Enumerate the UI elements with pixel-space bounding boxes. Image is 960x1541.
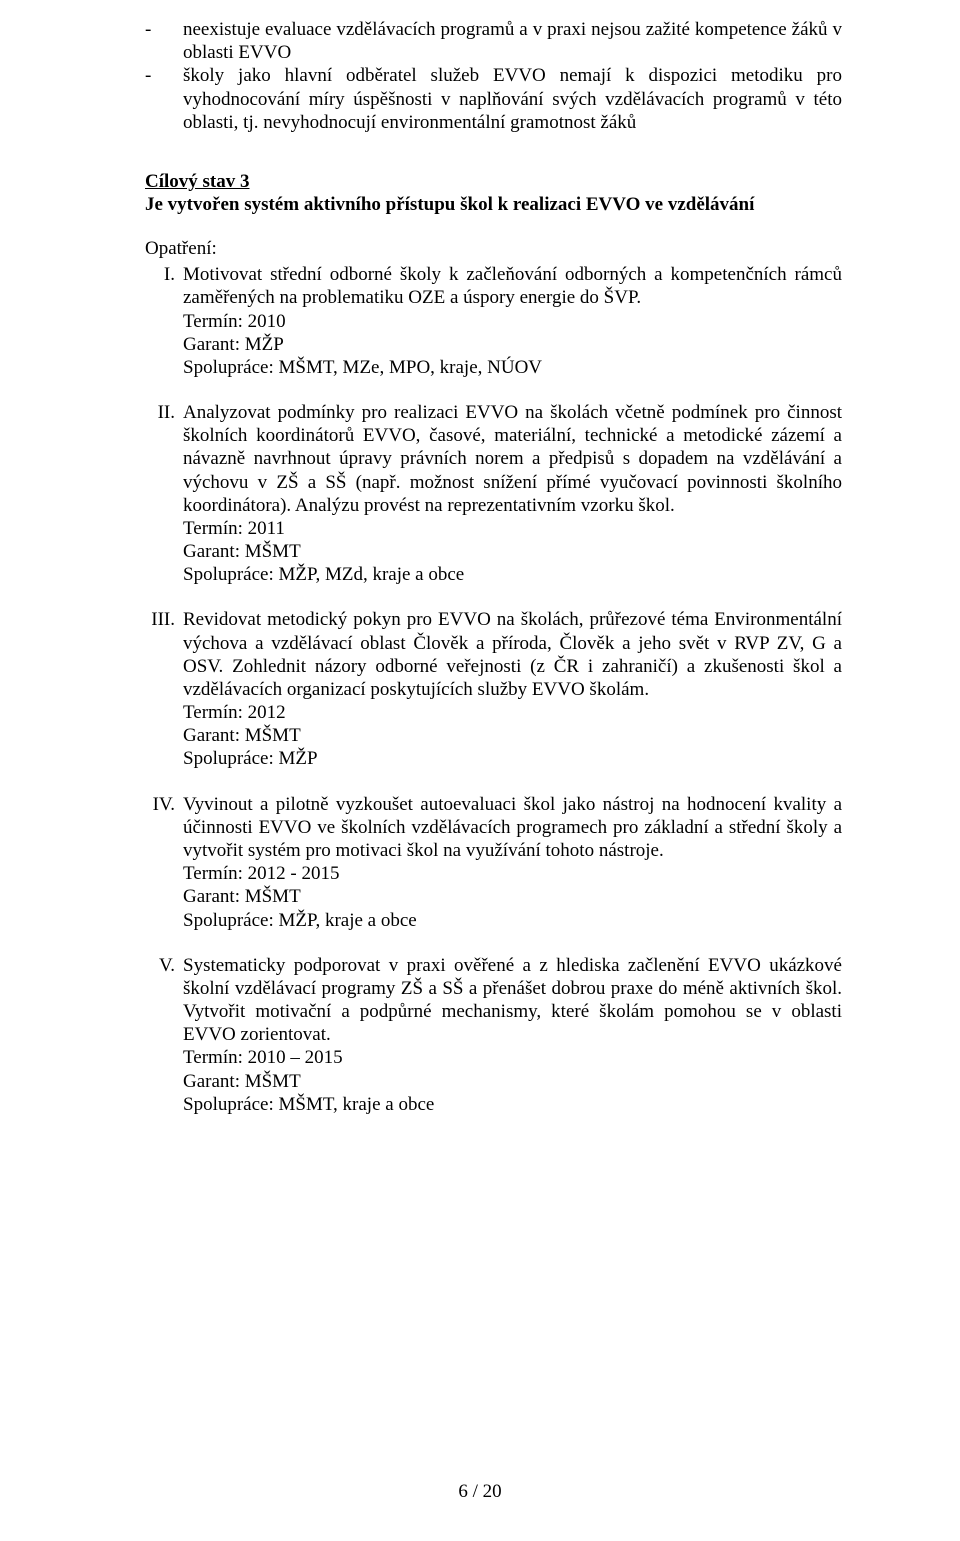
target-state-heading: Cílový stav 3 — [145, 170, 842, 193]
measure-body: Vyvinout a pilotně vyzkoušet autoevaluac… — [183, 793, 842, 932]
measure-termin: Termín: 2011 — [183, 517, 842, 540]
measure-item: III. Revidovat metodický pokyn pro EVVO … — [145, 608, 842, 770]
measure-item: IV. Vyvinout a pilotně vyzkoušet autoeva… — [145, 793, 842, 932]
measure-number: III. — [145, 608, 183, 631]
measure-item: I. Motivovat střední odborné školy k zač… — [145, 263, 842, 379]
list-item: - školy jako hlavní odběratel služeb EVV… — [145, 64, 842, 134]
measure-text: Systematicky podporovat v praxi ověřené … — [183, 955, 842, 1046]
measures-list: I. Motivovat střední odborné školy k zač… — [145, 263, 842, 1116]
measure-spoluprace: Spolupráce: MŠMT, MZe, MPO, kraje, NÚOV — [183, 356, 842, 379]
measure-text: Analyzovat podmínky pro realizaci EVVO n… — [183, 402, 842, 516]
measure-spoluprace: Spolupráce: MŠMT, kraje a obce — [183, 1093, 842, 1116]
target-state-subtitle: Je vytvořen systém aktivního přístupu šk… — [145, 193, 842, 216]
page-number: 6 / 20 — [0, 1481, 960, 1503]
measure-body: Systematicky podporovat v praxi ověřené … — [183, 954, 842, 1116]
measure-body: Revidovat metodický pokyn pro EVVO na šk… — [183, 608, 842, 770]
measure-termin: Termín: 2010 — [183, 310, 842, 333]
measure-spoluprace: Spolupráce: MŽP — [183, 747, 842, 770]
measure-body: Analyzovat podmínky pro realizaci EVVO n… — [183, 401, 842, 586]
measure-item: V. Systematicky podporovat v praxi ověře… — [145, 954, 842, 1116]
measure-text: Revidovat metodický pokyn pro EVVO na šk… — [183, 609, 842, 700]
measure-garant: Garant: MŠMT — [183, 1070, 842, 1093]
measure-termin: Termín: 2012 - 2015 — [183, 862, 842, 885]
list-item-text: neexistuje evaluace vzdělávacích program… — [183, 18, 842, 64]
measure-number: II. — [145, 401, 183, 424]
context-bullet-list: - neexistuje evaluace vzdělávacích progr… — [145, 18, 842, 134]
measure-garant: Garant: MŠMT — [183, 724, 842, 747]
measure-number: IV. — [145, 793, 183, 816]
measures-label: Opatření: — [145, 238, 842, 260]
measure-termin: Termín: 2012 — [183, 701, 842, 724]
measure-item: II. Analyzovat podmínky pro realizaci EV… — [145, 401, 842, 586]
measure-termin: Termín: 2010 – 2015 — [183, 1046, 842, 1069]
measure-number: I. — [145, 263, 183, 286]
list-item: - neexistuje evaluace vzdělávacích progr… — [145, 18, 842, 64]
page: - neexistuje evaluace vzdělávacích progr… — [0, 0, 960, 1541]
dash-icon: - — [145, 64, 183, 87]
measure-number: V. — [145, 954, 183, 977]
measure-spoluprace: Spolupráce: MŽP, kraje a obce — [183, 909, 842, 932]
list-item-text: školy jako hlavní odběratel služeb EVVO … — [183, 64, 842, 134]
target-state-block: Cílový stav 3 Je vytvořen systém aktivní… — [145, 170, 842, 216]
measure-garant: Garant: MŠMT — [183, 885, 842, 908]
dash-icon: - — [145, 18, 183, 41]
measure-text: Vyvinout a pilotně vyzkoušet autoevaluac… — [183, 794, 842, 861]
measure-body: Motivovat střední odborné školy k začleň… — [183, 263, 842, 379]
measure-text: Motivovat střední odborné školy k začleň… — [183, 264, 842, 308]
measure-garant: Garant: MŽP — [183, 333, 842, 356]
measure-spoluprace: Spolupráce: MŽP, MZd, kraje a obce — [183, 563, 842, 586]
measure-garant: Garant: MŠMT — [183, 540, 842, 563]
